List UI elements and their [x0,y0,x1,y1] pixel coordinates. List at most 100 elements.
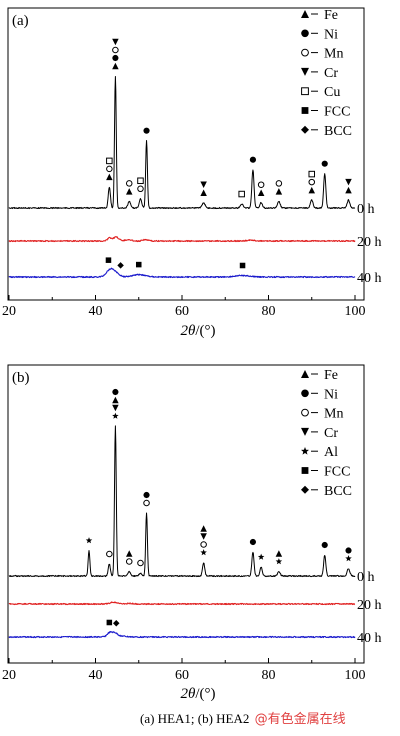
legend-symbol-triangle-up [301,370,309,378]
x-tick-label: 40 [89,668,103,683]
peak-marker-circle-filled [321,541,328,549]
peak-marker-triangle-up [112,62,119,70]
peak-marker-star [85,537,93,544]
series-line-20h [8,601,356,606]
peak-marker-star [112,412,119,419]
legend-symbol-circle-open [301,48,309,57]
series-line-40h [8,267,356,279]
figure-caption: (a) HEA1; (b) HEA2 @有色金属在线 [140,708,346,727]
legend-label: Ni [324,27,338,42]
legend-label: Mn [324,407,343,422]
legend-symbol-square-filled [301,107,309,114]
peak-marker-circle-open [257,181,265,188]
series-line-40h [8,630,356,639]
x-tick-label: 60 [175,668,189,683]
peak-marker-star [345,555,352,562]
peak-marker-circle-filled [143,491,150,499]
peak-marker-circle-open [112,46,119,54]
series-label: 40 h [357,271,382,286]
x-tick-label: 40 [89,304,103,319]
peak-marker-triangle-up [200,525,207,532]
legend-symbol-circle-filled [301,389,309,398]
peak-marker-triangle-up [308,186,315,194]
caption-text: (a) HEA1; (b) HEA2 [140,711,250,726]
legend-label: Fe [324,368,338,383]
peak-marker-square-open [238,190,245,198]
peak-marker-circle-open [275,180,283,187]
peak-marker-triangle-down [112,404,119,412]
peak-marker-diamond-filled [113,619,120,627]
series-line-0h [8,75,356,210]
peak-marker-triangle-up [125,188,133,195]
peak-marker-circle-open [125,180,133,187]
x-axis-label: 2θ/(°) [180,323,215,339]
x-tick-label: 100 [345,304,366,319]
legend-label: Mn [324,47,343,62]
peak-marker-circle-open [137,559,144,567]
plot-frame [7,7,365,301]
peak-marker-circle-filled [249,538,257,546]
legend-symbol-diamond-filled [301,485,309,494]
x-tick-label: 20 [2,668,16,683]
peak-marker-circle-filled [143,127,150,134]
legend-symbol-circle-open [301,408,309,417]
peak-marker-circle-filled [321,160,328,167]
legend-label: BCC [324,484,352,499]
legend-label: Cr [324,426,338,441]
peak-marker-triangle-up [200,189,207,196]
peak-marker-square-open [106,157,113,165]
peak-marker-triangle-up [125,550,133,557]
series-label: 20 h [357,598,382,613]
peak-marker-circle-filled [112,388,119,396]
peak-marker-circle-open [200,541,207,548]
peak-marker-circle-open [106,550,113,558]
peak-marker-circle-open [106,165,113,173]
legend-label: Fe [324,8,338,23]
peak-marker-star [200,549,207,556]
x-tick-label: 100 [345,668,366,683]
x-axis-label-var: 2θ [180,323,196,339]
peak-marker-triangle-up [257,189,265,196]
peak-marker-circle-filled [249,156,257,163]
peak-marker-triangle-down [200,533,207,540]
peak-marker-square-open [308,170,316,178]
peak-marker-triangle-down [112,38,119,46]
x-tick-label: 80 [262,668,276,683]
peak-marker-triangle-up [106,173,113,181]
legend-label: Al [324,445,338,460]
legend-symbol-square-open [301,87,309,96]
peak-marker-triangle-up [275,550,283,557]
x-tick-label: 80 [262,304,276,319]
peak-marker-square-open [137,177,144,185]
legend-symbol-star [301,447,309,455]
peak-marker-triangle-down [200,181,207,188]
legend-symbol-diamond-filled [301,125,309,134]
peak-marker-circle-open [308,178,316,186]
peak-marker-circle-open [125,558,133,565]
legend-label: BCC [324,124,352,139]
peak-marker-triangle-down [345,178,352,186]
panel-label: (b) [12,370,30,386]
peak-marker-circle-open [143,499,150,507]
legend-symbol-triangle-down [301,427,309,436]
series-line-0h [8,425,356,578]
x-axis-label-unit: /(°) [195,686,215,702]
series-label: 0 h [357,570,375,585]
peak-marker-square-filled [135,261,142,268]
peak-marker-square-filled [105,257,112,263]
legend-symbol-triangle-up [301,10,309,18]
x-axis-label-unit: /(°) [195,323,215,339]
peak-marker-triangle-up [275,188,283,195]
series-label: 0 h [357,202,375,217]
legend-symbol-triangle-down [301,67,309,76]
peak-marker-triangle-up [345,186,352,194]
peak-marker-circle-filled [345,547,352,554]
x-tick-label: 20 [2,304,16,319]
peak-marker-square-filled [106,619,113,626]
peak-marker-circle-filled [112,54,119,62]
legend-label: Cr [324,66,338,81]
peak-marker-star [257,553,265,560]
peak-marker-square-filled [239,262,246,269]
series-label: 40 h [357,631,382,646]
